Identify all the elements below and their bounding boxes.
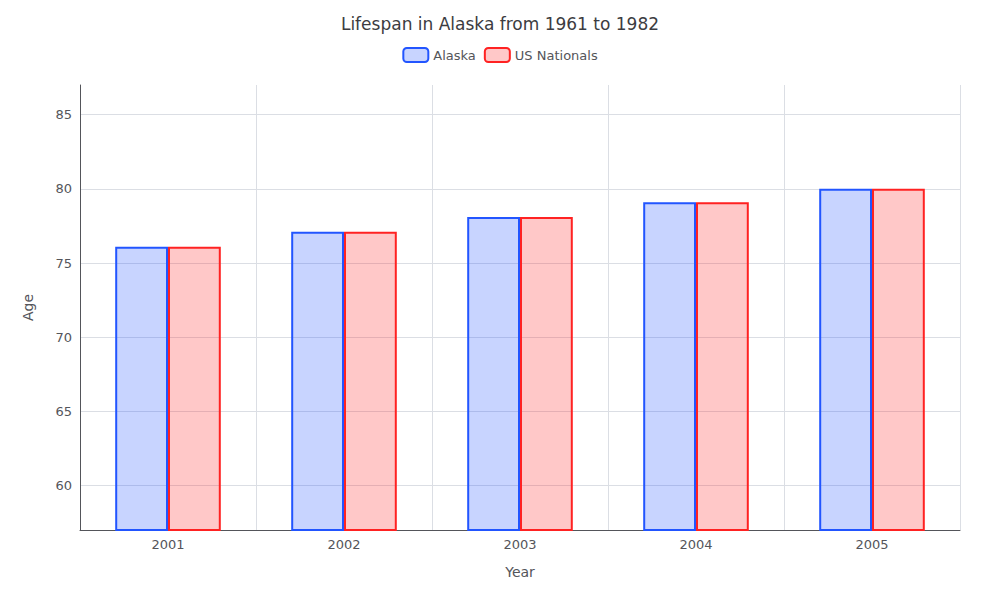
- svg-text:Year: Year: [504, 564, 535, 580]
- svg-text:85: 85: [55, 107, 72, 122]
- svg-text:2004: 2004: [679, 537, 712, 552]
- svg-text:US Nationals: US Nationals: [515, 48, 598, 63]
- svg-text:60: 60: [55, 478, 72, 493]
- svg-text:2003: 2003: [503, 537, 536, 552]
- svg-text:70: 70: [55, 330, 72, 345]
- svg-text:Age: Age: [20, 294, 36, 321]
- svg-text:Lifespan in Alaska from 1961 t: Lifespan in Alaska from 1961 to 1982: [341, 14, 659, 34]
- svg-text:2001: 2001: [151, 537, 184, 552]
- svg-text:65: 65: [55, 404, 72, 419]
- svg-text:75: 75: [55, 256, 72, 271]
- svg-text:2005: 2005: [855, 537, 888, 552]
- svg-text:Alaska: Alaska: [433, 48, 476, 63]
- svg-text:2002: 2002: [327, 537, 360, 552]
- svg-text:80: 80: [55, 181, 72, 196]
